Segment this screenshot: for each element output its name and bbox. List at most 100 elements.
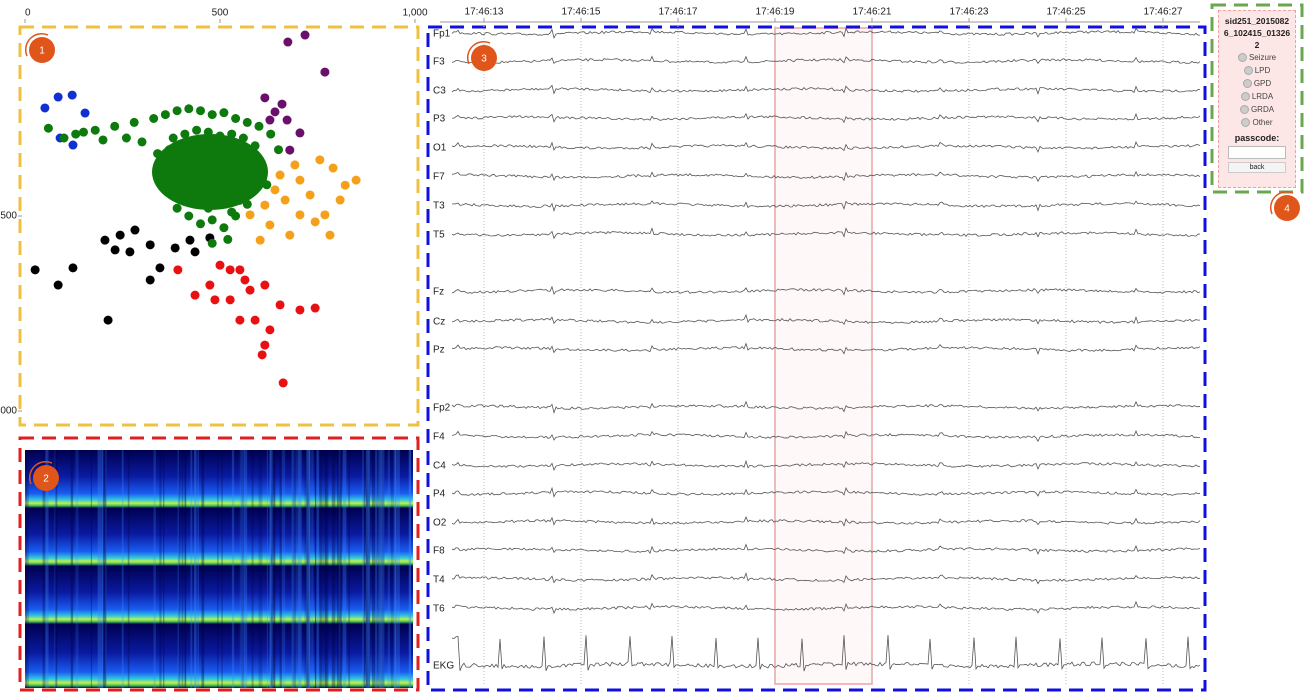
- eeg-trace: [451, 342, 1201, 355]
- spectrogram-streak: [292, 450, 297, 688]
- label-form: sid251_20150826_102415_013262 Seizure LPD…: [1218, 10, 1296, 188]
- scatter-point: [280, 195, 290, 205]
- scatter-point: [278, 378, 288, 388]
- radio[interactable]: [1239, 105, 1249, 114]
- spectrogram-streak: [197, 450, 199, 688]
- channel-label: F7: [433, 172, 445, 183]
- scatter-point: [173, 265, 183, 275]
- scatter-point: [153, 149, 163, 159]
- scatter-point: [115, 230, 125, 240]
- scatter-point: [160, 110, 170, 120]
- back-button[interactable]: back: [1228, 162, 1286, 173]
- scatter-point: [225, 295, 235, 305]
- spectrogram-band: [25, 508, 413, 566]
- option[interactable]: LRDA: [1223, 90, 1291, 103]
- spectrogram-streak: [409, 450, 412, 688]
- badge: [29, 37, 55, 63]
- radio[interactable]: [1241, 118, 1251, 127]
- scatter-point: [295, 175, 305, 185]
- spectrogram-streak: [308, 450, 311, 688]
- scatter-point: [275, 170, 285, 180]
- option[interactable]: LPD: [1223, 64, 1291, 77]
- scatter-point: [192, 170, 202, 180]
- scatter-point: [215, 131, 225, 141]
- eeg-trace: [452, 112, 1201, 124]
- scatter-point: [199, 182, 209, 192]
- badge-ring: [1269, 190, 1294, 215]
- spectrogram-streak: [365, 450, 368, 688]
- radio[interactable]: [1242, 79, 1252, 88]
- option[interactable]: Other: [1223, 116, 1291, 129]
- scatter-point: [255, 235, 265, 245]
- scatter-point: [192, 199, 202, 209]
- badge-ring: [466, 40, 491, 65]
- spectrogram-streak: [251, 450, 254, 688]
- spectrogram-streak: [54, 450, 56, 688]
- option-label: LPD: [1254, 66, 1271, 75]
- eeg-trace: [451, 200, 1201, 213]
- spectrogram-streak: [184, 450, 186, 688]
- option[interactable]: GPD: [1223, 77, 1291, 90]
- channel-label: Pz: [433, 345, 445, 356]
- scatter-point: [98, 135, 108, 145]
- scatter-point: [188, 149, 198, 159]
- x-tick-label: 0: [25, 8, 31, 19]
- time-label: 17:46:17: [659, 7, 698, 18]
- x-tick-label: 1,000: [402, 8, 427, 19]
- scatter-point: [265, 325, 275, 335]
- time-label: 17:46:25: [1047, 7, 1086, 18]
- spectrogram-streak: [266, 450, 268, 688]
- scatter-point: [238, 133, 248, 143]
- badge-number: 4: [1284, 204, 1290, 215]
- passcode-input[interactable]: [1228, 146, 1286, 159]
- scatter-point: [274, 145, 283, 155]
- spectrogram-streak: [291, 450, 294, 688]
- spectrogram-streak: [342, 450, 347, 688]
- scatter-point: [164, 145, 174, 155]
- spectrogram-streak: [104, 450, 107, 688]
- radio[interactable]: [1240, 92, 1250, 101]
- radio[interactable]: [1243, 66, 1253, 75]
- option[interactable]: GRDA: [1223, 103, 1291, 116]
- scatter-point: [254, 121, 264, 131]
- channel-label: Fp2: [433, 403, 451, 414]
- scatter-point: [285, 230, 295, 240]
- record-id: sid251_20150826_102415_013262: [1223, 16, 1291, 50]
- selection-window[interactable]: [774, 27, 873, 685]
- scatter-point: [30, 265, 40, 275]
- scatter-point: [227, 129, 237, 139]
- scatter-point: [215, 197, 225, 207]
- scatter-point: [320, 67, 330, 77]
- radio[interactable]: [1237, 53, 1247, 62]
- scatter-point: [223, 188, 233, 198]
- y-tick-label: 000: [0, 406, 17, 417]
- scatter-point: [190, 247, 200, 257]
- scatter-point: [53, 280, 63, 290]
- scatter-point: [40, 103, 50, 113]
- channel-label: Fp1: [433, 29, 451, 40]
- scatter-point: [103, 315, 113, 325]
- spectrogram-streak: [184, 450, 187, 688]
- scatter-point: [270, 107, 280, 117]
- eeg-trace: [451, 543, 1201, 556]
- scatter-point: [67, 90, 77, 100]
- scatter-point: [59, 133, 69, 143]
- eeg-trace: [451, 515, 1201, 527]
- scatter-point: [188, 188, 198, 198]
- spectrogram-streak: [362, 450, 365, 688]
- scatter-point: [325, 230, 335, 240]
- eeg-trace: [451, 400, 1201, 414]
- spectrogram-streak: [336, 450, 341, 688]
- scatter-point: [246, 156, 256, 166]
- spectrogram-streak: [103, 450, 107, 688]
- scatter-point: [121, 133, 131, 143]
- scatter-point: [250, 141, 260, 151]
- option[interactable]: Seizure: [1223, 51, 1291, 64]
- scatter-point: [310, 217, 320, 227]
- scatter-point: [68, 140, 78, 150]
- spectrogram-streak: [241, 450, 244, 688]
- scatter-point: [199, 145, 209, 155]
- channel-label: T3: [433, 201, 445, 212]
- spectrogram-streak: [241, 450, 245, 688]
- scatter-point: [245, 210, 255, 220]
